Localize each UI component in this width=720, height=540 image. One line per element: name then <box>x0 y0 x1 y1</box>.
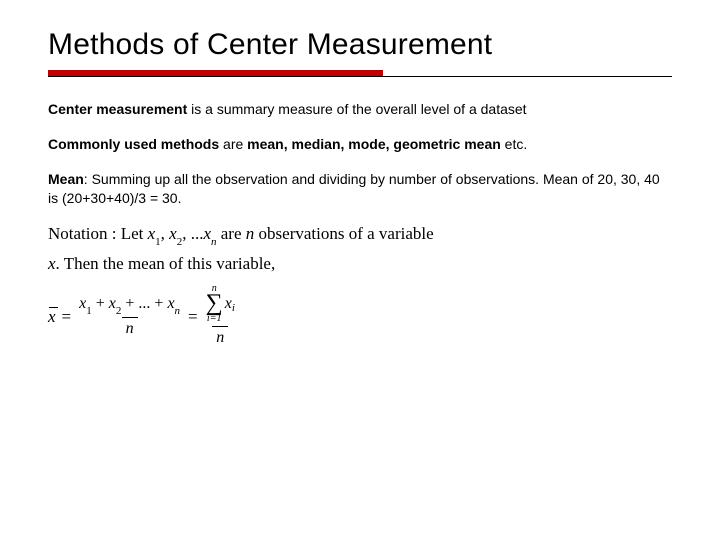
methods-mid: are <box>219 136 247 152</box>
num-dots: + ... + <box>121 295 167 312</box>
denominator-n2: n <box>212 326 228 350</box>
notation-text-c: observations of a variable <box>254 224 433 243</box>
comma-1: , <box>161 224 170 243</box>
var-x2: x <box>169 224 177 243</box>
sigma-symbol: ∑ <box>206 293 223 315</box>
var-xn: x <box>203 224 211 243</box>
num-plus1: + <box>92 295 109 312</box>
sub-n: n <box>211 236 217 248</box>
numerator-expanded: x1 + x2 + ... + xn <box>75 293 184 317</box>
notation-text-a: Notation : Let <box>48 224 148 243</box>
term-center-measurement: Center measurement <box>48 101 187 117</box>
sigma-lower: i=1 <box>207 314 222 324</box>
equals-1: = <box>62 307 72 327</box>
x-bar: x <box>48 307 56 327</box>
notation-line-2: x. Then the mean of this variable, <box>48 254 672 274</box>
mean-equation: x = x1 + x2 + ... + xn n = n ∑ <box>48 284 672 349</box>
paragraph-methods: Commonly used methods are mean, median, … <box>48 135 672 154</box>
mean-label: Mean <box>48 171 84 187</box>
comma-dots: , ... <box>182 224 203 243</box>
num-x2: x <box>109 295 116 312</box>
sigma-xi: i <box>232 303 235 314</box>
slide-title: Methods of Center Measurement <box>48 28 672 62</box>
denominator-n1: n <box>122 317 138 341</box>
var-n: n <box>246 224 255 243</box>
title-underline <box>48 70 672 78</box>
equals-2: = <box>188 307 198 327</box>
num-s2: 2 <box>116 305 122 317</box>
underline-thin <box>48 76 672 77</box>
sub-1: 1 <box>155 236 161 248</box>
notation-text-b: are <box>217 224 246 243</box>
fraction-sigma: n ∑ i=1 xi n <box>202 284 239 349</box>
mean-text: : Summing up all the observation and div… <box>48 171 660 206</box>
num-sn: n <box>175 305 181 317</box>
methods-list: mean, median, mode, geometric mean <box>247 136 501 152</box>
numerator-sigma: n ∑ i=1 xi <box>202 284 239 326</box>
body-text: Center measurement is a summary measure … <box>48 100 672 349</box>
notation-line-1: Notation : Let x1, x2, ...xn are n obser… <box>48 224 672 246</box>
formula-block: Notation : Let x1, x2, ...xn are n obser… <box>48 224 672 350</box>
methods-tail: etc. <box>501 136 527 152</box>
definition-text: is a summary measure of the overall leve… <box>187 101 526 117</box>
paragraph-definition: Center measurement is a summary measure … <box>48 100 672 119</box>
fraction-expanded: x1 + x2 + ... + xn n <box>75 293 184 341</box>
methods-lead: Commonly used methods <box>48 136 219 152</box>
sigma-term: xi <box>225 296 235 312</box>
sigma-x: x <box>225 296 232 312</box>
num-xn: x <box>167 295 174 312</box>
paragraph-mean: Mean: Summing up all the observation and… <box>48 170 672 208</box>
line2-text: x. Then the mean of this variable, <box>48 254 275 273</box>
num-s1: 1 <box>86 305 92 317</box>
slide: Methods of Center Measurement Center mea… <box>0 0 720 540</box>
sub-2: 2 <box>177 236 183 248</box>
